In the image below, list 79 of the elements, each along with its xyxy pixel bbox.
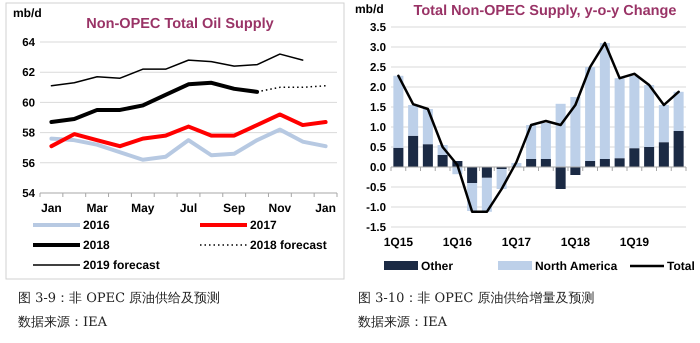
x-tick-label: 1Q19 xyxy=(620,235,650,249)
caption: 图 3-10：非 OPEC 原油供给增量及预测 xyxy=(358,291,594,306)
legend-label: 2017 xyxy=(250,218,278,232)
bar xyxy=(408,136,418,167)
bar xyxy=(614,78,625,158)
y-tick-label: 64 xyxy=(22,37,36,49)
y-tick-label: 2.5 xyxy=(370,62,387,74)
y-tick-label: 3.5 xyxy=(370,22,387,34)
bar xyxy=(556,104,566,167)
source-note: 数据来源：IEA xyxy=(358,315,448,330)
bar xyxy=(482,167,492,178)
bar xyxy=(600,159,610,167)
y-tick-label: 62 xyxy=(22,67,35,80)
y-axis-title: mb/d xyxy=(13,6,42,20)
x-tick-label: May xyxy=(131,201,155,215)
y-tick-label: 58 xyxy=(22,128,36,140)
y-tick-label: 1.0 xyxy=(370,122,386,134)
source-note: 数据来源：IEA xyxy=(18,315,108,330)
x-tick-label: Jan xyxy=(315,201,336,215)
bar xyxy=(629,148,640,167)
x-tick-label: 1Q17 xyxy=(502,235,532,249)
bar xyxy=(614,158,625,167)
x-tick-label: 1Q18 xyxy=(560,235,590,249)
y-tick-label: -1.0 xyxy=(366,202,386,214)
y-tick-label: 1.5 xyxy=(370,102,387,114)
line-series xyxy=(397,42,680,214)
x-tick-label: 1Q15 xyxy=(384,235,414,249)
y-tick-label: 56 xyxy=(22,158,35,170)
y-axis-title: mb/d xyxy=(355,2,384,16)
legend-label: 2016 xyxy=(83,218,110,232)
bar xyxy=(482,178,492,212)
bar xyxy=(658,142,669,167)
chart-title: Total Non-OPEC Supply, y-o-y Change xyxy=(414,3,676,19)
bar xyxy=(600,43,610,159)
bar xyxy=(467,167,478,183)
x-tick-label: Sep xyxy=(223,201,246,215)
bar xyxy=(526,159,536,167)
x-tick-label: Mar xyxy=(86,201,108,215)
y-tick-label: -0.5 xyxy=(366,182,387,194)
bar xyxy=(585,67,596,161)
line-series xyxy=(49,128,328,162)
bar xyxy=(393,76,404,148)
bar xyxy=(644,85,654,147)
y-tick-label: 3.0 xyxy=(370,42,386,54)
y-tick-label: 2.0 xyxy=(370,82,386,94)
bar xyxy=(644,147,654,167)
legend-label: 2018 forecast xyxy=(250,238,327,252)
y-tick-label: 60 xyxy=(22,97,35,110)
y-tick-label: 54 xyxy=(22,188,36,200)
bar xyxy=(658,105,669,142)
x-tick-label: Nov xyxy=(268,201,292,215)
line-series xyxy=(49,112,328,148)
bar xyxy=(540,159,551,167)
caption: 图 3-9：非 OPEC 原油供给及预测 xyxy=(18,291,220,306)
legend-label: North America xyxy=(535,259,618,273)
bar xyxy=(585,161,596,167)
legend-label: Total xyxy=(667,259,695,273)
y-tick-label: 0.0 xyxy=(370,162,386,174)
bar xyxy=(438,155,448,167)
x-tick-label: Jul xyxy=(180,201,198,215)
bar xyxy=(540,123,551,159)
line-series xyxy=(50,53,304,87)
legend-label: Other xyxy=(421,259,454,273)
y-tick-label: -1.5 xyxy=(366,222,387,234)
legend-label: 2019 forecast xyxy=(83,258,160,272)
x-tick-label: 1Q16 xyxy=(442,235,472,249)
bar xyxy=(556,167,566,189)
chart-title: Non-OPEC Total Oil Supply xyxy=(86,16,274,32)
bar xyxy=(422,144,433,167)
bar xyxy=(629,76,640,148)
bar xyxy=(570,97,580,167)
bar xyxy=(674,131,684,167)
y-tick-label: 0.5 xyxy=(370,142,387,154)
bar xyxy=(674,92,684,131)
legend-label: 2018 xyxy=(83,238,110,252)
x-tick-label: Jan xyxy=(41,201,62,215)
bar xyxy=(393,148,404,167)
bar xyxy=(570,167,580,175)
bar xyxy=(408,105,418,136)
